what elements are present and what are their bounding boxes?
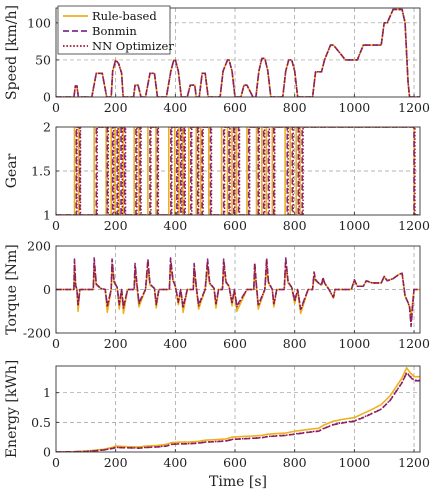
y-tick-label-1-2: 2	[43, 120, 51, 135]
x-tick-label-2-1: 200	[104, 336, 128, 351]
axes-frame-0	[55, 7, 421, 98]
x-tick-label-0-5: 1000	[338, 100, 370, 115]
x-tick-label-3-2: 400	[163, 455, 187, 470]
x-tick-label-1-2: 400	[163, 218, 187, 233]
y-tick-label-3-2: 1	[43, 385, 51, 400]
legend-label-0: Rule-based	[92, 9, 157, 23]
x-tick-label-0-2: 400	[163, 100, 187, 115]
series-line-1-bonmin	[56, 127, 420, 215]
x-tick-label-3-3: 600	[223, 455, 247, 470]
y-tick-label-2-0: -200	[23, 326, 51, 341]
y-tick-label-0-0: 0	[43, 90, 51, 105]
x-tick-label-3-6: 1200	[398, 455, 430, 470]
y-tick-label-3-0: 0	[43, 445, 51, 460]
x-tick-label-2-0: 0	[52, 336, 60, 351]
x-tick-label-3-0: 0	[52, 455, 60, 470]
y-tick-label-1-0: 1	[43, 208, 51, 223]
x-tick-label-1-6: 1200	[398, 218, 430, 233]
x-tick-label-3-1: 200	[104, 455, 128, 470]
y-tick-label-0-1: 50	[35, 52, 51, 67]
x-tick-label-2-3: 600	[223, 336, 247, 351]
y-tick-label-3-1: 0.5	[31, 415, 51, 430]
x-tick-label-2-5: 1000	[338, 336, 370, 351]
y-tick-label-2-1: 0	[43, 282, 51, 297]
y-axis-label-1: Gear	[4, 153, 20, 188]
y-axis-label-0: Speed [km/h]	[4, 5, 20, 100]
y-tick-label-2-2: 200	[27, 239, 51, 254]
x-tick-label-1-4: 800	[283, 218, 307, 233]
x-tick-label-2-4: 800	[283, 336, 307, 351]
x-tick-label-1-1: 200	[104, 218, 128, 233]
y-axis-label-2: Torque [Nm]	[4, 244, 20, 335]
panel-energy: 0 200 400 600 800 1000 1200 0 0.5 1 Energy [kWh] Ti…	[4, 360, 430, 490]
x-tick-label-1-0: 0	[52, 218, 60, 233]
series-line-1-rule-based	[56, 127, 420, 215]
x-tick-label-3-4: 800	[283, 455, 307, 470]
x-tick-label-1-3: 600	[223, 218, 247, 233]
x-tick-label-2-2: 400	[163, 336, 187, 351]
legend-label-1: Bonmin	[92, 24, 137, 38]
x-tick-label-0-0: 0	[52, 100, 60, 115]
x-tick-label-0-3: 600	[223, 100, 247, 115]
x-tick-label-1-5: 1000	[338, 218, 370, 233]
panel-speed: 0 200 400 600 800 1000 1200 0 50 100 Speed [km/h]	[4, 5, 430, 115]
x-axis-label: Time [s]	[209, 474, 267, 490]
y-tick-label-1-1: 1.5	[31, 164, 51, 179]
panel-gear: 0 200 400 600 800 1000 1200 1 1.5 2 Gear	[4, 120, 430, 234]
series-line-0-nn-optimizer	[56, 8, 420, 97]
x-tick-label-3-5: 1000	[338, 455, 370, 470]
axes-frame-3	[55, 365, 421, 453]
series-line-3-rule-based	[56, 366, 420, 452]
y-tick-label-0-2: 100	[27, 15, 51, 30]
x-tick-label-0-6: 1200	[398, 100, 430, 115]
x-tick-label-2-6: 1200	[398, 336, 430, 351]
legend-label-2: NN Optimizer	[92, 39, 174, 53]
series-line-3-bonmin	[56, 372, 420, 452]
series-line-2-nn-optimizer	[56, 259, 420, 326]
x-tick-label-0-1: 200	[104, 100, 128, 115]
x-tick-label-0-4: 800	[283, 100, 307, 115]
y-axis-label-3: Energy [kWh]	[4, 360, 20, 458]
